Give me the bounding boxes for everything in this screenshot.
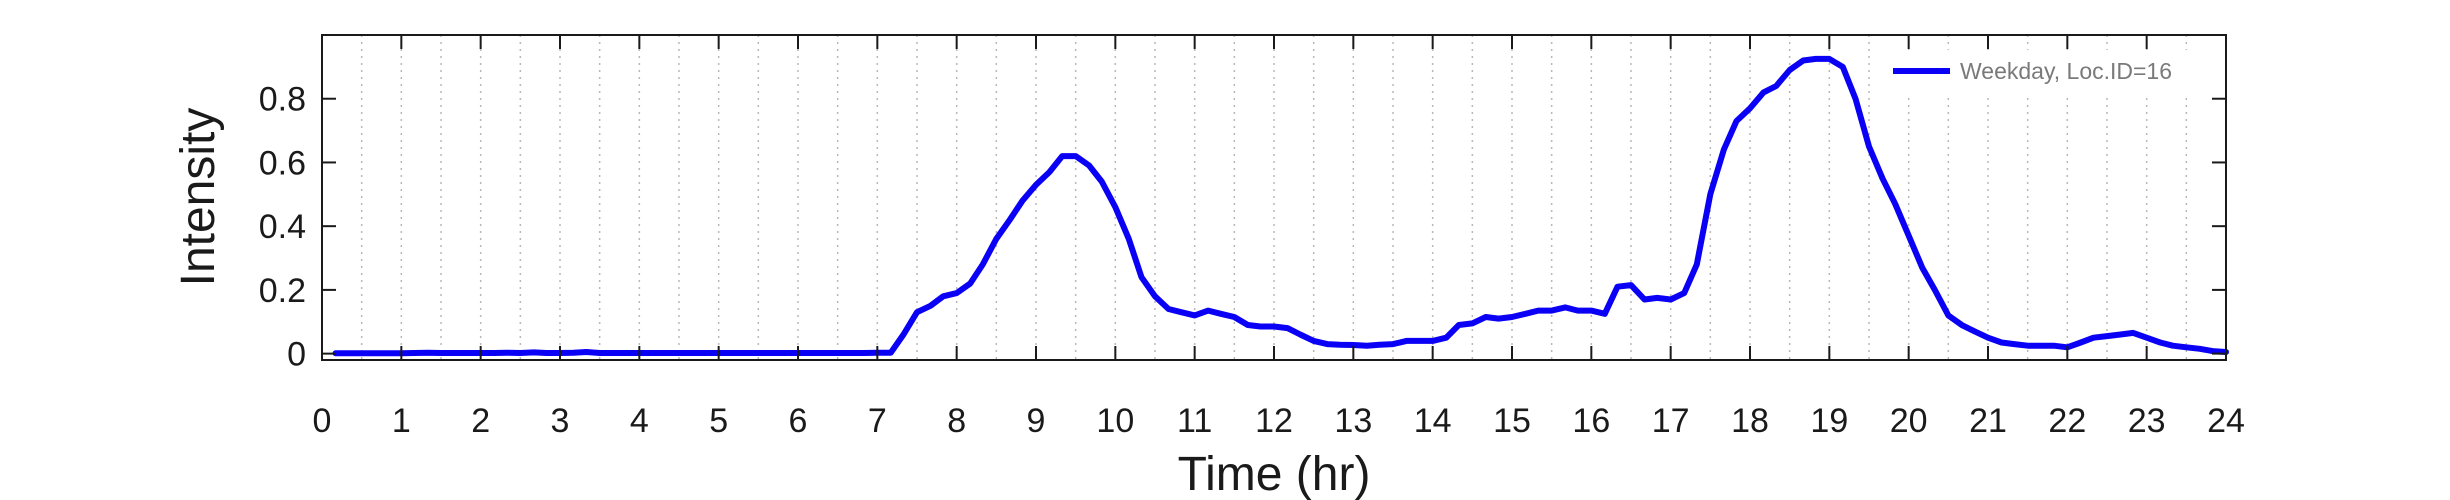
x-tick-label: 10 [1096, 402, 1134, 440]
y-tick-label: 0.4 [259, 208, 306, 246]
x-tick-label: 20 [1890, 402, 1928, 440]
x-tick-label: 5 [709, 402, 728, 440]
x-tick-label: 2 [471, 402, 490, 440]
x-tick-label: 14 [1414, 402, 1452, 440]
x-tick-label: 4 [630, 402, 649, 440]
legend: Weekday, Loc.ID=16 [1880, 50, 2210, 94]
label-layer: 0 1 2 3 4 5 6 7 8 9 10 11 12 13 14 15 16 17 18 19 20 21 22 23 24… [259, 81, 2245, 440]
legend-label: Weekday, Loc.ID=16 [1960, 58, 2172, 84]
x-tick-label: 13 [1334, 402, 1372, 440]
x-tick-label: 7 [868, 402, 887, 440]
x-tick-label: 6 [789, 402, 808, 440]
y-tick-label: 0.2 [259, 272, 306, 310]
x-tick-label: 21 [1969, 402, 2007, 440]
y-axis-title: Intensity [172, 108, 225, 287]
y-tick-label: 0.6 [259, 144, 306, 182]
x-tick-label: 17 [1652, 402, 1690, 440]
x-tick-label: 1 [392, 402, 411, 440]
x-tick-label: 0 [313, 402, 332, 440]
x-tick-label: 9 [1027, 402, 1046, 440]
y-tick-label: 0.8 [259, 81, 306, 119]
x-tick-label: 24 [2207, 402, 2245, 440]
x-tick-label: 8 [947, 402, 966, 440]
x-tick-label: 18 [1731, 402, 1769, 440]
x-tick-label: 16 [1572, 402, 1610, 440]
x-tick-label: 12 [1255, 402, 1293, 440]
tick-layer [321, 35, 2227, 360]
series-line-weekday [332, 55, 2229, 357]
x-tick-label: 19 [1810, 402, 1848, 440]
x-tick-label: 23 [2128, 402, 2166, 440]
x-tick-label: 3 [551, 402, 570, 440]
grid-layer [360, 35, 2188, 360]
series-layer [332, 55, 2229, 357]
x-tick-label: 15 [1493, 402, 1531, 440]
x-tick-label: 22 [2048, 402, 2086, 440]
x-axis-title: Time (hr) [1178, 448, 1371, 500]
y-tick-label: 0 [287, 336, 306, 374]
x-tick-label: 11 [1177, 402, 1212, 440]
